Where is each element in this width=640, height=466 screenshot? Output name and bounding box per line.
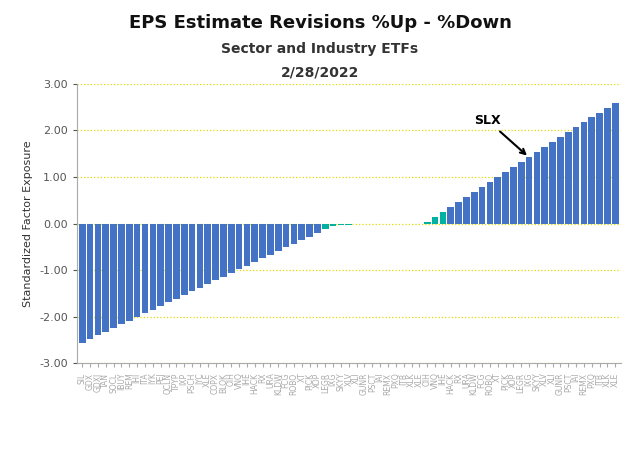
Bar — [118, 224, 125, 324]
Bar — [440, 212, 446, 224]
Bar — [189, 224, 195, 291]
Bar — [495, 178, 501, 224]
Text: 2/28/2022: 2/28/2022 — [281, 65, 359, 79]
Bar — [330, 224, 337, 226]
Bar — [110, 224, 117, 328]
Bar — [518, 163, 525, 224]
Bar — [525, 158, 532, 224]
Bar — [181, 224, 188, 295]
Bar — [165, 224, 172, 302]
Bar — [596, 112, 603, 224]
Bar — [338, 224, 344, 225]
Bar — [157, 224, 164, 306]
Bar — [580, 123, 588, 224]
Bar — [102, 224, 109, 331]
Bar — [150, 224, 156, 309]
Bar — [236, 224, 243, 269]
Bar — [204, 224, 211, 284]
Bar — [463, 197, 470, 224]
Bar — [79, 224, 86, 343]
Y-axis label: Standardized Factor Exposure: Standardized Factor Exposure — [24, 140, 33, 307]
Bar — [141, 224, 148, 313]
Bar — [220, 224, 227, 277]
Bar — [259, 224, 266, 259]
Bar — [314, 224, 321, 233]
Bar — [275, 224, 282, 251]
Bar — [95, 224, 101, 335]
Bar — [126, 224, 132, 321]
Bar — [479, 187, 485, 224]
Bar — [604, 108, 611, 224]
Bar — [612, 103, 619, 224]
Bar — [471, 192, 477, 224]
Bar — [510, 167, 516, 224]
Bar — [267, 224, 274, 255]
Bar — [196, 224, 203, 288]
Text: SLX: SLX — [474, 114, 525, 154]
Bar — [573, 128, 579, 224]
Bar — [447, 207, 454, 224]
Bar — [541, 147, 548, 224]
Bar — [486, 182, 493, 224]
Text: Sector and Industry ETFs: Sector and Industry ETFs — [221, 42, 419, 56]
Bar — [291, 224, 297, 244]
Bar — [173, 224, 180, 299]
Bar — [252, 224, 258, 262]
Bar — [322, 224, 328, 229]
Bar — [244, 224, 250, 266]
Bar — [534, 152, 540, 224]
Bar — [134, 224, 141, 317]
Bar — [424, 222, 431, 224]
Bar — [455, 202, 462, 224]
Bar — [346, 224, 352, 225]
Bar — [283, 224, 289, 247]
Bar — [565, 132, 572, 224]
Bar — [298, 224, 305, 240]
Bar — [87, 224, 93, 339]
Bar — [212, 224, 219, 281]
Bar — [432, 217, 438, 224]
Bar — [588, 117, 595, 224]
Bar — [549, 143, 556, 224]
Text: EPS Estimate Revisions %Up - %Down: EPS Estimate Revisions %Up - %Down — [129, 14, 511, 32]
Bar — [557, 137, 564, 224]
Bar — [502, 172, 509, 224]
Bar — [228, 224, 234, 273]
Bar — [307, 224, 313, 237]
Bar — [353, 224, 360, 225]
